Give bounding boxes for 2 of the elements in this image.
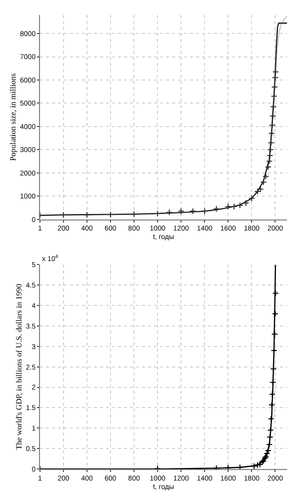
y-axis-title: The world's GDP, in billions of U.S. dollars in 1990 [14,284,24,450]
y-axis-title: Population size, in millions [8,73,18,161]
